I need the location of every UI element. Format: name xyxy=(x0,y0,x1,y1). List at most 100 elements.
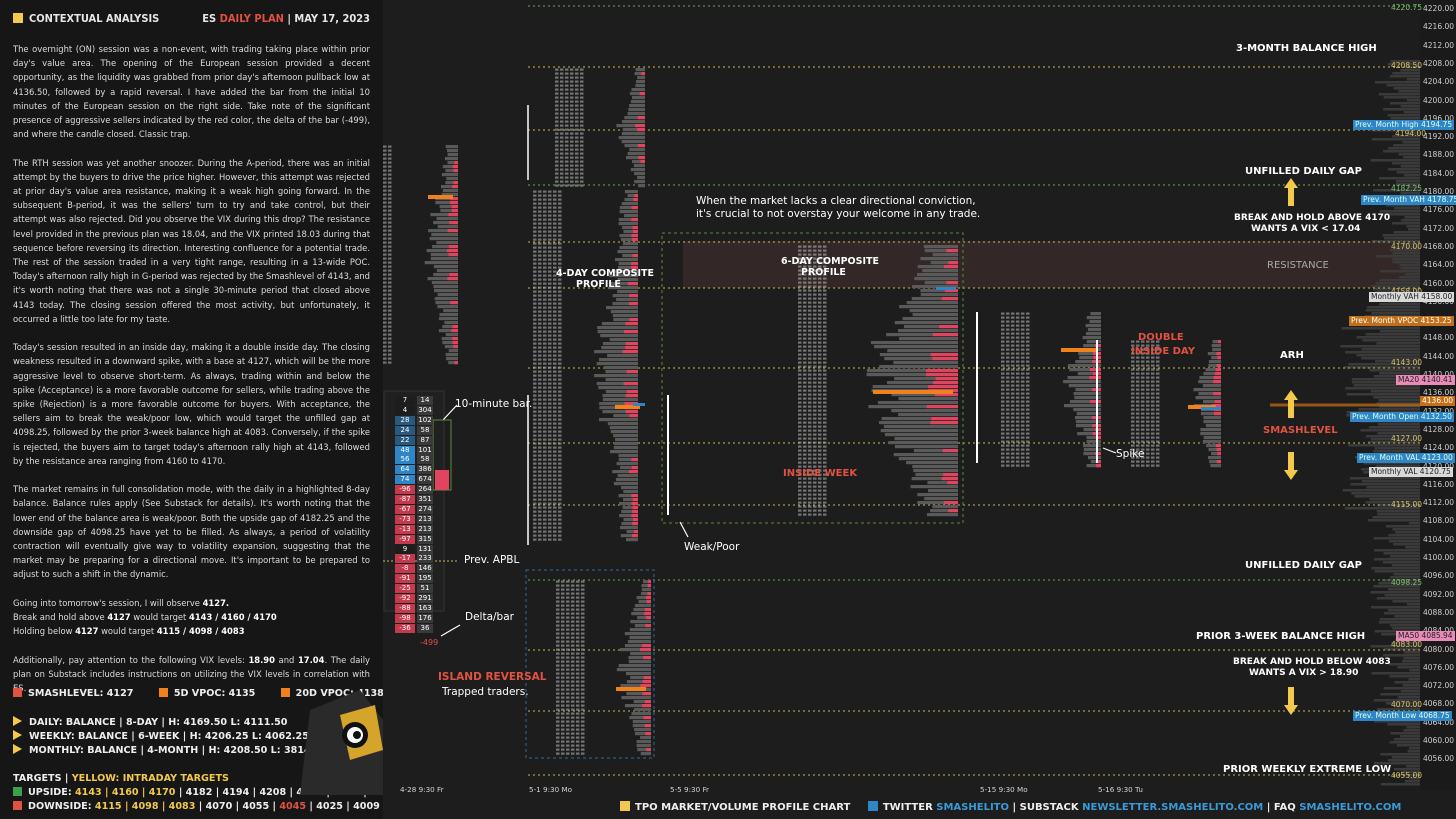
profile-bar xyxy=(618,218,638,222)
tpo-letter xyxy=(543,454,547,457)
tpo-letter xyxy=(548,286,552,289)
tpo-letter xyxy=(818,349,822,352)
volume-bar xyxy=(1400,267,1420,270)
tpo-letter xyxy=(565,172,569,175)
tpo-letter xyxy=(571,736,575,739)
profile-bar xyxy=(448,349,458,353)
tpo-letter xyxy=(808,393,812,396)
profile-bar xyxy=(609,286,638,290)
tpo-chart[interactable]: 4220.00 4216.00 4212.00 4208.00 4204.00 4200.… xyxy=(383,0,1456,819)
profile-bar xyxy=(631,494,638,498)
profile-bar xyxy=(620,466,638,470)
volume-bar xyxy=(1388,540,1420,543)
tpo-letter xyxy=(798,509,802,512)
tpo-letter xyxy=(823,485,827,488)
tpo-letter xyxy=(1011,372,1015,375)
tpo-letter xyxy=(813,321,817,324)
tpo-letter xyxy=(1146,380,1150,383)
volume-bar xyxy=(1365,309,1420,312)
tpo-letter xyxy=(1016,408,1020,411)
tpo-letter xyxy=(581,584,585,587)
profile-bar xyxy=(630,168,645,172)
tpo-letter xyxy=(818,333,822,336)
profile-bar xyxy=(601,346,638,350)
tpo-letter xyxy=(1016,448,1020,451)
profile-bar xyxy=(641,704,651,708)
tpo-letter xyxy=(1006,340,1010,343)
tpo-letter xyxy=(808,401,812,404)
tpo-letter xyxy=(803,329,807,332)
tpo-letter xyxy=(558,246,562,249)
chart-canvas[interactable] xyxy=(383,0,1456,819)
profile-bar xyxy=(1208,448,1221,452)
tpo-letter xyxy=(553,362,557,365)
volume-bar xyxy=(1408,678,1420,681)
tpo-letter xyxy=(1016,464,1020,467)
tpo-letter xyxy=(808,289,812,292)
substack-link[interactable]: NEWSLETTER.SMASHELITO.COM xyxy=(1082,802,1264,813)
tpo-letter xyxy=(553,326,557,329)
price-axis[interactable] xyxy=(1420,0,1456,790)
tpo-letter xyxy=(581,588,585,591)
tpo-letter xyxy=(570,124,574,127)
volume-bar xyxy=(1390,249,1420,252)
tpo-letter xyxy=(581,740,585,743)
tpo-letter xyxy=(803,477,807,480)
faq-link[interactable]: SMASHELITO.COM xyxy=(1299,802,1402,813)
tpo-letter xyxy=(823,429,827,432)
profile-bar xyxy=(438,329,458,333)
tpo-letter xyxy=(556,596,560,599)
profile-bar xyxy=(432,245,458,249)
tpo-letter xyxy=(1146,360,1150,363)
tpo-letter xyxy=(543,370,547,373)
tpo-letter xyxy=(548,246,552,249)
tpo-letter xyxy=(1141,452,1145,455)
volume-bar xyxy=(1360,429,1420,432)
profile-bar xyxy=(618,458,638,462)
tpo-letter xyxy=(1006,396,1010,399)
profile-bar xyxy=(931,417,958,421)
profile-bar xyxy=(946,249,958,253)
tpo-letter xyxy=(1021,336,1025,339)
tpo-letter xyxy=(808,425,812,428)
smashlevel-swatch xyxy=(13,688,22,697)
tpo-letter xyxy=(818,293,822,296)
tpo-letter xyxy=(813,505,817,508)
tpo-letter xyxy=(1011,408,1015,411)
tpo-letter xyxy=(580,80,584,83)
tpo-letter xyxy=(813,245,817,248)
tpo-letter xyxy=(818,457,822,460)
tpo-letter xyxy=(1131,384,1135,387)
tpo-letter xyxy=(571,740,575,743)
twitter-link[interactable]: SMASHELITO xyxy=(936,802,1009,813)
label-4day-profile: PROFILE xyxy=(576,279,621,290)
tpo-letter xyxy=(571,696,575,699)
tpo-letter xyxy=(548,322,552,325)
profile-bar xyxy=(637,128,645,132)
tpo-letter xyxy=(823,493,827,496)
tpo-letter xyxy=(548,226,552,229)
tpo-letter xyxy=(533,214,537,217)
tpo-letter xyxy=(798,473,802,476)
tpo-letter xyxy=(813,273,817,276)
tpo-letter xyxy=(538,214,542,217)
tpo-letter xyxy=(1156,456,1160,459)
profile-bar xyxy=(1203,436,1221,440)
tpo-letter xyxy=(533,374,537,377)
profile-bar xyxy=(632,226,638,230)
volume-bar xyxy=(1383,612,1420,615)
tpo-letter xyxy=(1026,436,1030,439)
profile-bar xyxy=(448,213,458,217)
tpo-letter xyxy=(553,278,557,281)
tpo-letter xyxy=(533,490,537,493)
tpo-letter xyxy=(560,68,564,71)
tpo-letter xyxy=(543,434,547,437)
tpo-letter xyxy=(813,501,817,504)
tpo-letter xyxy=(823,265,827,268)
tpo-letter xyxy=(803,397,807,400)
tpo-letter xyxy=(1011,320,1015,323)
tpo-letter xyxy=(543,354,547,357)
tpo-letter xyxy=(570,108,574,111)
tpo-letter xyxy=(566,640,570,643)
profile-bar xyxy=(628,656,651,660)
